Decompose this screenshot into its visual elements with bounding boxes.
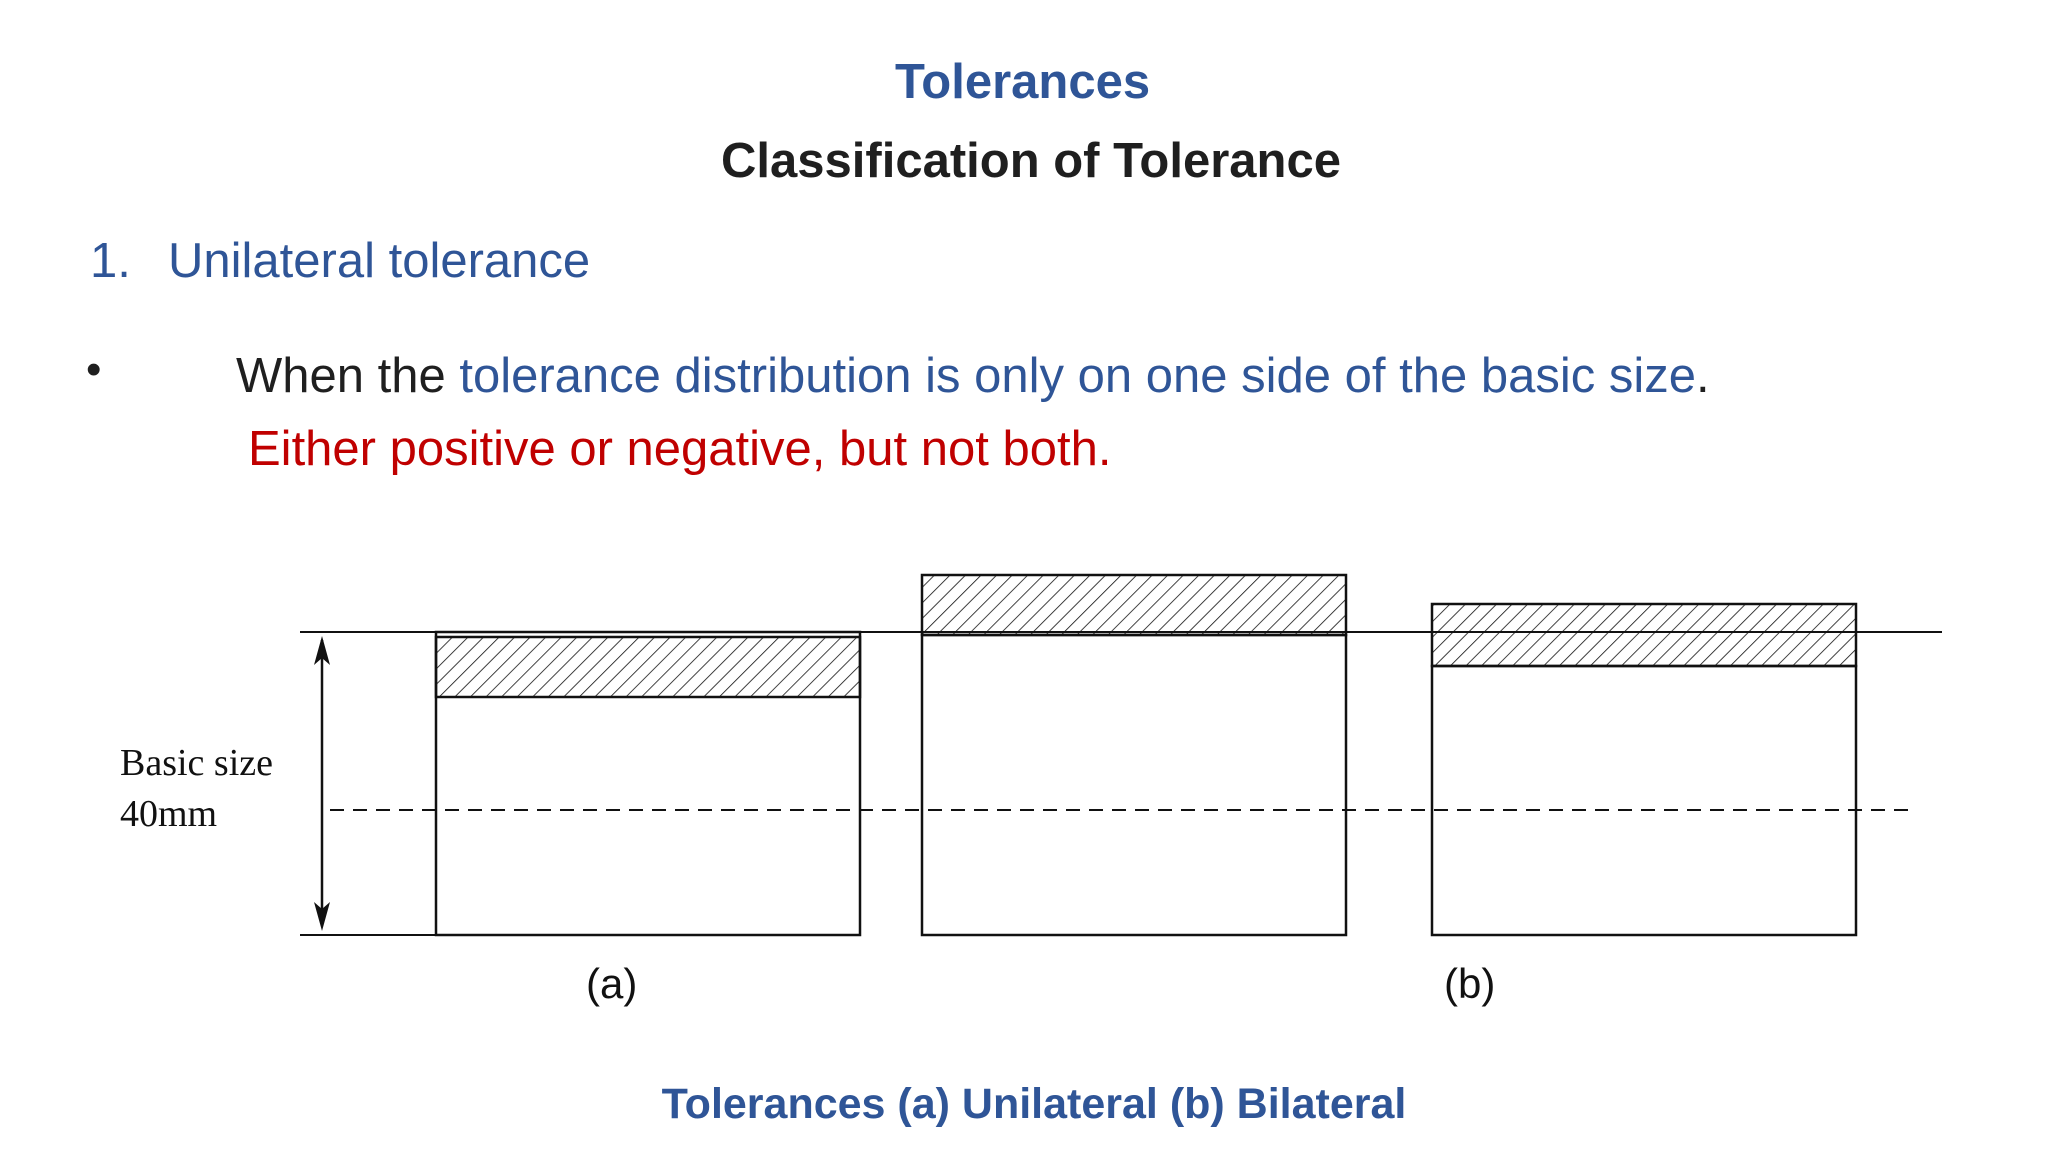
slide-title: Tolerances (895, 55, 1151, 109)
bullet-suffix: . (1695, 349, 1710, 403)
list-number: 1. (90, 234, 131, 288)
box-middle-tolerance-zone (920, 573, 1348, 637)
label-b: (b) (1444, 960, 1495, 1007)
arrow-up-icon (314, 636, 330, 665)
figure-caption: Tolerances (a) Unilateral (b) Bilateral (661, 1080, 1407, 1128)
arrow-down-icon (314, 902, 330, 931)
basic-size-label: Basic size (120, 742, 273, 784)
bullet-prefix: When the (236, 349, 460, 403)
size-value-label: 40mm (120, 793, 217, 835)
bullet-icon: • (86, 345, 102, 394)
bullet-highlight: tolerance distribution is only on one si… (459, 349, 1696, 403)
emphasis-text: Either positive or negative, but not bot… (248, 422, 1112, 476)
list-heading: Unilateral tolerance (168, 234, 591, 288)
box-a-tolerance-zone (434, 635, 862, 699)
slide-subtitle: Classification of Tolerance (721, 134, 1341, 188)
bullet-text: When the tolerance distribution is only … (236, 348, 1710, 404)
label-a: (a) (586, 960, 637, 1007)
box-b-tolerance-zone (1430, 602, 1858, 668)
box-middle-body (920, 633, 1348, 937)
box-b-body (1430, 664, 1858, 937)
